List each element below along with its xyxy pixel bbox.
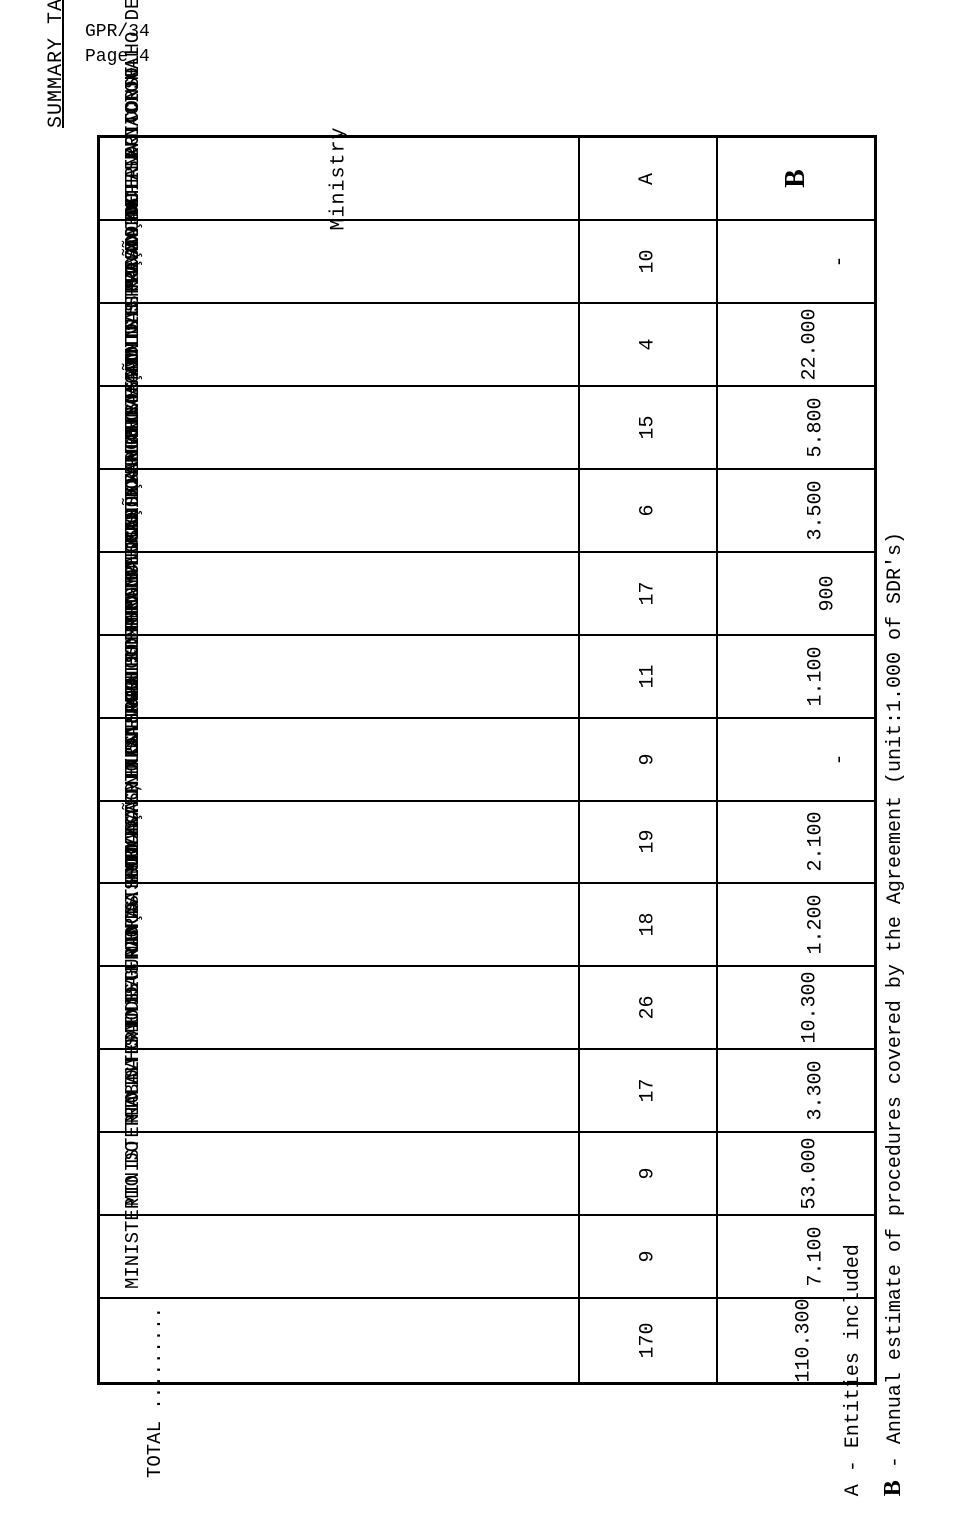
table-header-row: Ministry A B xyxy=(100,138,874,221)
legend-a-label: A xyxy=(842,1484,865,1496)
table-row: MINISTERIO DA EDUCAÇÃO E CULTURA 26 10.3… xyxy=(100,967,874,1050)
ministry-name: MINISTERIO DO TRABALHO E SEGURANÇA SOCIA… xyxy=(122,822,144,1289)
table-row: MINISTERIO DOS NEGOCIOS ESTRANGEIROS 9 - xyxy=(100,719,874,802)
ministry-cell: MINISTERIO DA JUSTIÇA xyxy=(100,636,580,717)
col-a-cell: 26 xyxy=(580,967,718,1048)
table-row: PRESIDENCIA DO CONSELHO DE MINISTROS 10 … xyxy=(100,221,874,304)
header-col-b: B xyxy=(718,138,874,219)
legend: A - Entities included B - Annual estimat… xyxy=(836,532,915,1496)
col-a-cell: 9 xyxy=(580,1216,718,1297)
col-b-value: 7.100 xyxy=(804,1227,827,1287)
col-b-value: 5.800 xyxy=(804,397,827,457)
col-b-value: - xyxy=(828,255,851,267)
col-a-value: 9 xyxy=(636,753,659,765)
total-a-cell: 170 xyxy=(580,1299,718,1382)
col-a-value: 15 xyxy=(636,415,659,439)
summary-table: Ministry A B PRESIDENCIA DO CONSELHO DE … xyxy=(97,135,877,1385)
total-label: TOTAL ......... xyxy=(144,1307,166,1478)
col-b-value: 2.100 xyxy=(804,812,827,872)
table-row: MINISTERIO DA SAUDE 9 53.000 xyxy=(100,1133,874,1216)
col-a-cell: 11 xyxy=(580,636,718,717)
total-label-cell: TOTAL ......... xyxy=(100,1299,580,1382)
table-row: MINISTERIO DA ADMINISTRAÇÃO INTERNA 6 3.… xyxy=(100,470,874,553)
col-a-value: 17 xyxy=(636,581,659,605)
col-b-value: 1.100 xyxy=(804,646,827,706)
ministry-cell: MINISTERIO DA EDUCAÇÃO E CULTURA xyxy=(100,967,580,1048)
col-a-cell: 9 xyxy=(580,1133,718,1214)
table-row: MINISTERIO DA AGRICULTURA PESCAS E ALIME… xyxy=(100,802,874,885)
col-b-value: 53.000 xyxy=(798,1138,821,1210)
col-a-cell: 18 xyxy=(580,884,718,965)
col-b-cell: - xyxy=(718,221,874,302)
ministry-cell: MINISTERIO DAS OBRAS PUBLICAS, TRANSPORT… xyxy=(100,1050,580,1131)
col-a-cell: 17 xyxy=(580,1050,718,1131)
total-b-value: 110.300 xyxy=(792,1299,815,1383)
col-a-cell: 19 xyxy=(580,802,718,883)
total-a-value: 170 xyxy=(636,1323,659,1359)
header-col-a: A xyxy=(580,138,718,219)
table-row: MINISTERIO DAS OBRAS PUBLICAS, TRANSPORT… xyxy=(100,1050,874,1133)
table-total-row: TOTAL ......... 170 110.300 xyxy=(100,1299,874,1382)
col-a-cell: 10 xyxy=(580,221,718,302)
header-a-label: A xyxy=(636,172,659,185)
ministry-cell: MINISTERIO DA ADMINISTRAÇÃO INTERNA xyxy=(100,470,580,551)
col-a-value: 17 xyxy=(636,1079,659,1103)
header-b-label: B xyxy=(780,169,812,189)
col-a-value: 11 xyxy=(636,664,659,688)
col-a-value: 9 xyxy=(636,1251,659,1263)
col-a-value: 6 xyxy=(636,504,659,516)
table-row: MINISTERIO DA JUSTIÇA 11 1.100 xyxy=(100,636,874,719)
ministry-cell: MINISTERIO DA DEFESA NACIONAL xyxy=(100,304,580,385)
legend-b-desc: - Annual estimate of procedures covered … xyxy=(884,532,907,1468)
ministry-cell: MINISTERIO DAS FINANÇAS xyxy=(100,387,580,468)
col-a-value: 19 xyxy=(636,830,659,854)
ministry-cell: MINISTERIO DOS NEGOCIOS ESTRANGEIROS xyxy=(100,719,580,800)
col-a-cell: 9 xyxy=(580,719,718,800)
col-b-cell: 5.800 xyxy=(718,387,874,468)
col-b-value: 1.200 xyxy=(804,895,827,955)
header-ministry-label: Ministry xyxy=(327,126,350,230)
col-b-cell: 22.000 xyxy=(718,304,874,385)
col-a-value: 26 xyxy=(636,996,659,1020)
table-row: MINISTERIO DAS FINANÇAS 15 5.800 xyxy=(100,387,874,470)
ministry-cell: MINISTERIO DA SAUDE xyxy=(100,1133,580,1214)
table-title: SUMMARY TABLE xyxy=(45,0,68,128)
ministry-cell: MINISTERIO DA INDUSTRIA E COMERCIO xyxy=(100,884,580,965)
col-a-value: 18 xyxy=(636,913,659,937)
col-b-value: 3.300 xyxy=(804,1061,827,1121)
ministry-cell: PRESIDENCIA DO CONSELHO DE MINISTROS xyxy=(100,221,580,302)
ministry-cell: MINISTERIO DO PLANO E ADMINISTRAÇÃO DO T… xyxy=(100,553,580,634)
col-a-cell: 17 xyxy=(580,553,718,634)
table-row: MINISTERIO DO TRABALHO E SEGURANÇA SOCIA… xyxy=(100,1216,874,1299)
col-a-cell: 15 xyxy=(580,387,718,468)
header-ministry: Ministry xyxy=(100,138,580,219)
col-b-value: 22.000 xyxy=(798,308,821,380)
table-row: MINISTERIO DA DEFESA NACIONAL 4 22.000 xyxy=(100,304,874,387)
table-row: MINISTERIO DA INDUSTRIA E COMERCIO 18 1.… xyxy=(100,884,874,967)
col-a-cell: 6 xyxy=(580,470,718,551)
col-a-value: 10 xyxy=(636,249,659,273)
ministry-cell: MINISTERIO DO TRABALHO E SEGURANÇA SOCIA… xyxy=(100,1216,580,1297)
table-row: MINISTERIO DO PLANO E ADMINISTRAÇÃO DO T… xyxy=(100,553,874,636)
ministry-cell: MINISTERIO DA AGRICULTURA PESCAS E ALIME… xyxy=(100,802,580,883)
col-b-value: 3.500 xyxy=(804,480,827,540)
col-a-value: 9 xyxy=(636,1168,659,1180)
legend-a-desc: - Entities included xyxy=(842,1244,865,1472)
col-a-value: 4 xyxy=(636,338,659,350)
col-b-value: 10.300 xyxy=(798,972,821,1044)
col-a-cell: 4 xyxy=(580,304,718,385)
legend-b-label: B xyxy=(880,1480,906,1496)
